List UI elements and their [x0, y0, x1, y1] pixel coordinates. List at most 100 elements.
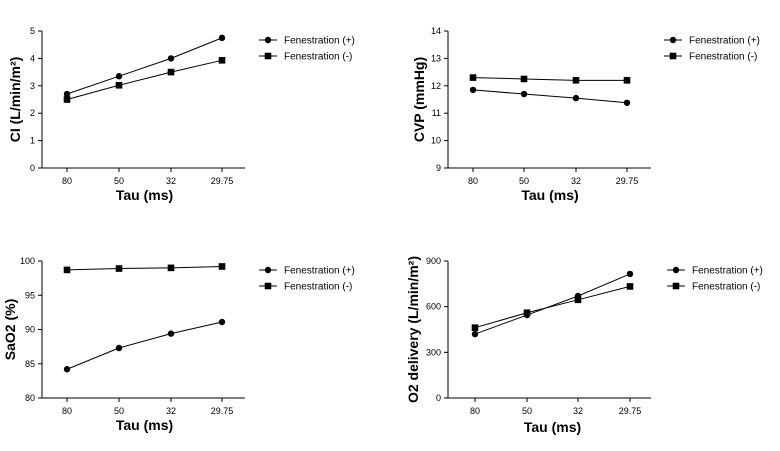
- series-fenestration-minus-point: [63, 266, 71, 274]
- series-fenestration-minus-point: [471, 324, 479, 331]
- legend-marker: [672, 282, 680, 290]
- series-fenestration-minus-point: [167, 264, 175, 272]
- series-fenestration-minus-point: [520, 75, 528, 83]
- y-tick-label: 90: [25, 325, 35, 335]
- y-tick-label: 80: [25, 393, 35, 403]
- x-tick-label: 29.75: [616, 176, 639, 186]
- series-fenestration-minus-point: [523, 309, 531, 317]
- x-tick-label: 29.75: [211, 406, 234, 416]
- x-tick-label: 32: [571, 176, 581, 186]
- y-tick-label: 3: [30, 81, 35, 91]
- series-fenestration-plus-point: [167, 330, 175, 337]
- x-tick-label: 32: [166, 176, 176, 186]
- series-fenestration-plus-point: [115, 344, 123, 352]
- y-tick-label: 0: [436, 393, 441, 403]
- y-axis-title: CVP (mmHg): [411, 57, 427, 142]
- series-fenestration-plus-line: [472, 89, 628, 104]
- series-fenestration-minus-point: [218, 263, 226, 270]
- y-tick-label: 900: [426, 256, 441, 266]
- series-fenestration-minus-line: [66, 59, 223, 100]
- series-fenestration-plus-point: [115, 73, 123, 80]
- series-fenestration-minus-line: [474, 285, 631, 329]
- series-fenestration-minus-point: [115, 265, 123, 272]
- y-tick-label: 5: [30, 26, 35, 36]
- x-tick-label: 80: [62, 406, 72, 416]
- series-fenestration-plus-point: [469, 86, 477, 94]
- y-tick-label: 600: [426, 302, 441, 312]
- chart-panel-sao2: 80 85 90 95 100 80 50 32 29.75 Tau (ms) SaO2 (%) Fe…: [2, 256, 355, 433]
- legend-label: Fenestration (-): [284, 52, 352, 63]
- series-fenestration-minus-point: [115, 81, 123, 89]
- legend-label: Fenestration (-): [689, 52, 757, 63]
- x-tick-label: 50: [522, 406, 532, 416]
- chart-panel-ci: 0 1 2 3 4 5 80 50 32 29.75 Tau (ms) CI (L/min/m²) Fe…: [7, 26, 355, 203]
- series-fenestration-plus-point: [167, 55, 175, 62]
- y-tick-label: 0: [30, 163, 35, 173]
- legend-marker: [669, 52, 677, 60]
- legend-label: Fenestration (+): [689, 36, 760, 47]
- legend-label: Fenestration (+): [284, 36, 355, 47]
- x-tick-label: 32: [166, 406, 176, 416]
- y-tick-label: 95: [25, 290, 35, 300]
- series-fenestration-minus-point: [469, 74, 477, 81]
- legend-marker: [264, 266, 272, 274]
- series-fenestration-plus-line: [66, 321, 223, 370]
- series-fenestration-plus-point: [626, 270, 634, 278]
- x-axis-title: Tau (ms): [116, 417, 173, 433]
- series-fenestration-minus-point: [572, 77, 580, 84]
- series-fenestration-plus-line: [66, 37, 223, 95]
- series-fenestration-minus-line: [66, 265, 223, 271]
- y-tick-label: 85: [25, 359, 35, 369]
- x-tick-label: 32: [573, 406, 583, 416]
- x-tick-label: 80: [470, 406, 480, 416]
- legend-marker: [264, 36, 272, 44]
- series-fenestration-minus-point: [167, 68, 175, 76]
- x-tick-label: 29.75: [619, 406, 642, 416]
- series-fenestration-plus-point: [63, 90, 71, 98]
- x-tick-label: 80: [62, 176, 72, 186]
- series-fenestration-minus-point: [626, 283, 634, 290]
- y-tick-label: 300: [426, 347, 441, 357]
- x-axis-title: Tau (ms): [521, 187, 578, 203]
- x-tick-label: 50: [519, 176, 529, 186]
- series-fenestration-plus-point: [471, 330, 479, 338]
- series-fenestration-plus-point: [623, 99, 631, 106]
- x-tick-label: 50: [114, 176, 124, 186]
- y-tick-label: 1: [30, 136, 35, 146]
- x-tick-label: 29.75: [211, 176, 234, 186]
- series-fenestration-minus-line: [472, 77, 627, 81]
- y-tick-label: 13: [431, 53, 441, 63]
- legend-marker: [264, 52, 272, 60]
- series-fenestration-minus-point: [218, 57, 226, 64]
- y-tick-label: 12: [431, 81, 441, 91]
- legend-label: Fenestration (-): [284, 282, 352, 293]
- series-fenestration-plus-point: [218, 34, 226, 42]
- chart-panel-o2-delivery: 0 300 600 900 80 50 32 29.75 Tau (ms) O2 delivery…: [405, 256, 763, 435]
- series-fenestration-minus-point: [574, 296, 582, 304]
- legend-label: Fenestration (+): [284, 266, 355, 277]
- series-fenestration-plus-point: [520, 90, 528, 98]
- y-tick-label: 11: [432, 108, 441, 118]
- legend-marker: [669, 36, 677, 44]
- series-fenestration-minus-point: [63, 96, 71, 103]
- y-tick-label: 100: [20, 256, 35, 266]
- legend-label: Fenestration (-): [692, 282, 760, 293]
- x-tick-label: 50: [114, 406, 124, 416]
- series-fenestration-plus-point: [218, 318, 226, 326]
- x-axis-title: Tau (ms): [524, 419, 581, 435]
- series-fenestration-plus-line: [474, 273, 631, 335]
- legend-label: Fenestration (+): [692, 266, 763, 277]
- y-tick-label: 14: [431, 26, 441, 36]
- x-tick-label: 80: [468, 176, 478, 186]
- y-tick-label: 4: [30, 53, 35, 63]
- y-axis-title: SaO2 (%): [2, 299, 18, 360]
- series-fenestration-plus-point: [572, 94, 580, 102]
- y-axis-title: CI (L/min/m²): [7, 57, 23, 143]
- series-fenestration-minus-point: [623, 77, 631, 84]
- legend-marker: [672, 266, 680, 274]
- y-axis-title: O2 delivery (L/min/m²): [405, 256, 421, 403]
- series-fenestration-plus-point: [63, 366, 71, 373]
- chart-panel-cvp: 9 10 11 12 13 14 80 50 32 29.75 Tau (ms) CVP (mmHg)…: [411, 26, 760, 203]
- legend-marker: [264, 282, 272, 290]
